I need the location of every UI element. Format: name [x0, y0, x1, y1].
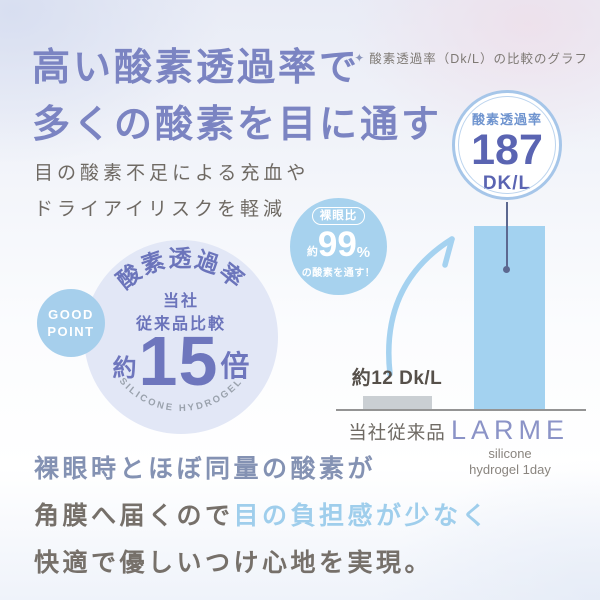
percent-bubble-label: 裸眼比 [311, 207, 366, 225]
percent-caption: の酸素を通す！ [301, 268, 376, 279]
ratio-circle-line1: 当社 [162, 293, 199, 310]
subheading: 目の酸素不足による充血や ドライアイリスクを軽減 [34, 156, 309, 228]
ratio-unit: 倍 [220, 350, 250, 383]
percent-sign: % [356, 244, 371, 261]
ratio-approx: 約 [112, 354, 137, 382]
badge-unit: DK/L [482, 173, 532, 195]
badge-title: 酸素透過率 [471, 112, 542, 127]
ratio-number: 15 [138, 322, 219, 400]
badge-value: 187 [471, 126, 543, 174]
bar-conventional [363, 396, 432, 409]
footer-line3: 快適で優しいつけ心地を実現。 [34, 549, 434, 577]
footer-line2: 角膜へ届くので目の負担感が少なく [34, 493, 490, 540]
swoosh-arrow-icon [386, 236, 455, 377]
chart-caption: ✦ 酸素透過率（Dk/L）の比較のグラフ [354, 48, 588, 67]
good-point-line2: POINT [47, 324, 95, 339]
sparkle-icon: ✦ [354, 50, 365, 65]
brand-name: LARME [450, 415, 570, 445]
chart-baseline [336, 409, 586, 411]
footer-line1: 裸眼時とほぼ同量の酸素が [34, 455, 377, 483]
good-point-badge: GOOD POINT [37, 289, 105, 357]
arc-text-layer: 酸素透過率 SILICONE HYDROGEL [112, 245, 248, 414]
badge-pointer-dot [503, 266, 510, 273]
percent-number: 99 [317, 225, 357, 264]
page-title: 高い酸素透過率で 多くの酸素を目に通す [32, 40, 442, 154]
percent-approx: 約 [306, 246, 318, 258]
badge-pointer-line [506, 202, 508, 268]
good-point-line1: GOOD [48, 307, 94, 322]
percent-circle: 裸眼比 約 99 % の酸素を通す！ [290, 198, 387, 295]
bar-conventional-category-label: 当社従来品 [348, 422, 446, 443]
page-title-line2: 多くの酸素を目に通す [32, 104, 443, 146]
bar-conventional-value-label: 約12 Dk/L [351, 368, 443, 389]
subheading-line1: 目の酸素不足による充血や [34, 163, 310, 184]
page-title-line1: 高い酸素透過率で [32, 47, 361, 89]
footer-line2-highlight: 目の負担感が少なく [233, 502, 491, 530]
brand-subline1: silicone [488, 446, 532, 461]
chart-caption-text: 酸素透過率（Dk/L）の比較のグラフ [369, 52, 588, 66]
bar-larme-category-label: LARME silicone hydrogel 1day [447, 415, 573, 478]
percent-value: 約 99 % [307, 227, 370, 262]
ratio-highlight-circle: 酸素透過率 SILICONE HYDROGEL 当社 従来品比較 約 15 倍 [84, 240, 278, 434]
subheading-line2: ドライアイリスクを軽減 [34, 199, 287, 220]
dk-value-badge: 酸素透過率 187 DK/L [452, 90, 562, 200]
footer-paragraph: 裸眼時とほぼ同量の酸素が 角膜へ届くので目の負担感が少なく 快適で優しいつけ心地… [34, 446, 490, 587]
ratio-circle-line2: 従来品比較 [135, 316, 226, 333]
brand-subline2: hydrogel 1day [469, 462, 551, 477]
footer-line2-plain: 角膜へ届くので [34, 502, 234, 530]
bar-larme [474, 226, 545, 409]
ratio-value: 約 15 倍 [84, 322, 278, 400]
